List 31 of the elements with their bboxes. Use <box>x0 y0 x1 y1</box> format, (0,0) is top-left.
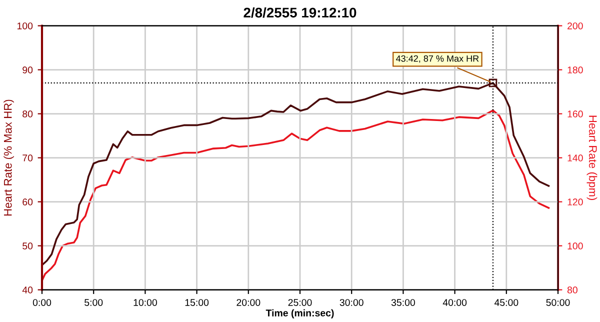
y-tick-label: 60 <box>22 198 33 206</box>
x-tick-label: 35:00 <box>391 299 415 306</box>
x-tick-label: 25:00 <box>288 299 312 306</box>
y2-tick-label: 80 <box>567 286 578 294</box>
x-tick-label: 0:00 <box>32 299 52 306</box>
y-tick-label: 90 <box>22 66 33 74</box>
x-tick-label: 20:00 <box>236 299 260 306</box>
y2-tick-label: 140 <box>568 154 583 162</box>
y2-tick-label: 200 <box>568 22 583 30</box>
x-tick-label: 50:00 <box>546 299 570 306</box>
annotation: 43:42, 87 % Max HR <box>396 55 479 63</box>
x-tick-label: 40:00 <box>442 299 467 306</box>
y2-axis-title: Heart Rate (bpm) <box>586 116 598 200</box>
y2-tick-label: 160 <box>568 110 583 118</box>
x-tick-label: 15:00 <box>185 299 209 306</box>
x-axis-title: Time (min:sec) <box>266 309 334 318</box>
x-tick-label: 5:00 <box>84 299 103 306</box>
y-tick-label: 40 <box>22 286 33 294</box>
line-series <box>42 110 550 282</box>
x-tick-label: 45:00 <box>494 299 518 306</box>
y-tick-label: 50 <box>22 242 33 250</box>
y-tick-label: 100 <box>17 22 33 30</box>
y-tick-label: 70 <box>22 154 33 162</box>
y-tick-label: 80 <box>22 110 33 118</box>
y2-tick-label: 120 <box>568 198 583 206</box>
y2-tick-label: 100 <box>568 242 583 250</box>
y-axis-title: Heart Rate (% Max HR) <box>4 100 14 216</box>
x-tick-label: 30:00 <box>340 299 364 306</box>
x-tick-label: 10:00 <box>134 299 157 306</box>
y2-tick-label: 180 <box>568 66 583 74</box>
chart-title: 2/8/2555 19:12:10 <box>244 7 356 18</box>
